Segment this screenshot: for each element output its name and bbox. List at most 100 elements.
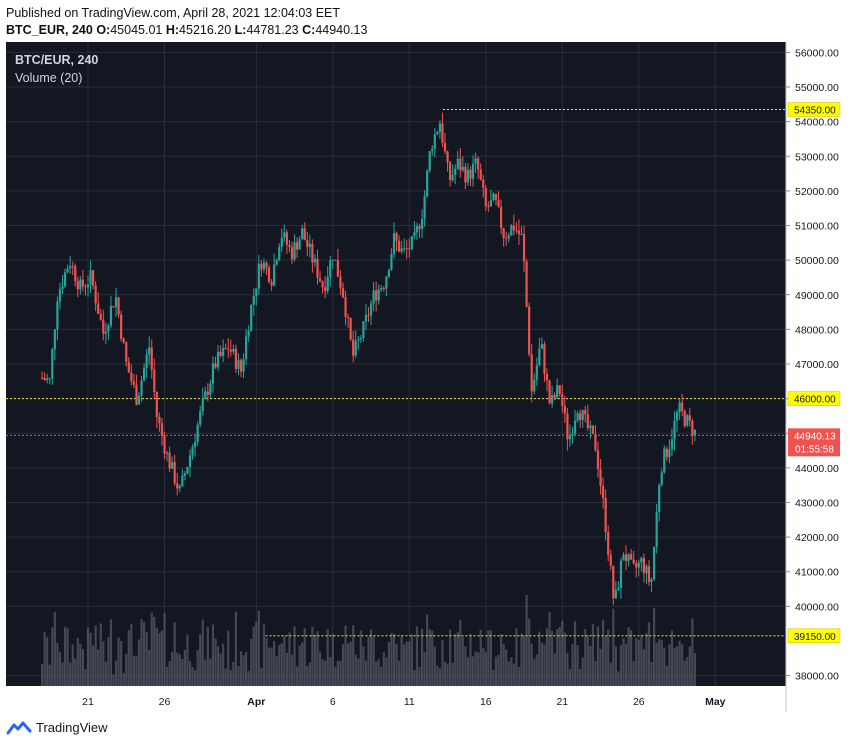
volume-bar xyxy=(347,643,350,686)
candle-body xyxy=(46,378,49,381)
volume-bar xyxy=(298,645,301,686)
candle-body xyxy=(563,405,566,414)
volume-bar xyxy=(645,633,648,686)
price-tick-label: 56000.00 xyxy=(795,47,839,59)
volume-bar xyxy=(630,630,633,686)
volume-bar xyxy=(74,658,77,686)
volume-bar xyxy=(219,653,222,686)
candle-body xyxy=(222,347,225,356)
volume-bar xyxy=(140,619,143,686)
close-label: C: xyxy=(302,23,316,37)
volume-bar xyxy=(609,662,612,686)
volume-bar xyxy=(436,665,439,686)
price-chart[interactable]: 56000.00 55000.00 54000.00 53000.00 52000.00… xyxy=(6,42,842,712)
candle-body xyxy=(114,297,118,308)
candle-body xyxy=(56,301,59,330)
volume-bar xyxy=(349,641,352,686)
candle-body xyxy=(224,347,227,349)
candle-body xyxy=(683,410,686,426)
candle-body xyxy=(533,379,536,392)
volume-bar xyxy=(474,651,477,686)
volume-bar xyxy=(41,664,44,686)
volume-bar xyxy=(688,646,691,686)
volume-bar xyxy=(186,634,189,686)
candle-body xyxy=(433,134,436,149)
chart-legend-title: BTC/EUR, 240 xyxy=(15,53,99,67)
candle-body xyxy=(494,193,498,200)
symbol-label: BTC_EUR, 240 xyxy=(6,23,93,37)
candle-body xyxy=(117,297,120,315)
candle-body xyxy=(352,339,355,356)
price-tick-label: 50000.00 xyxy=(795,255,839,267)
volume-bar xyxy=(668,644,671,686)
volume-bar xyxy=(168,661,171,686)
volume-bar xyxy=(594,660,597,686)
volume-bar xyxy=(665,665,668,686)
candle-body xyxy=(186,467,189,474)
candle-body xyxy=(385,276,388,289)
volume-bar xyxy=(130,623,133,686)
volume-bar xyxy=(461,636,464,686)
volume-bar xyxy=(104,661,107,686)
volume-bar xyxy=(318,651,322,686)
volume-bar xyxy=(614,646,617,686)
chart-legend-volume: Volume (20) xyxy=(15,71,83,85)
volume-bar xyxy=(673,647,676,686)
candle-body xyxy=(530,354,533,392)
candle-body xyxy=(71,266,74,268)
volume-bar xyxy=(107,637,110,686)
candle-body xyxy=(405,248,408,250)
candle-body xyxy=(653,546,656,580)
published-line: Published on TradingView.com, April 28, … xyxy=(6,6,341,20)
candle-body xyxy=(173,462,176,484)
candle-body xyxy=(688,415,691,421)
candle-body xyxy=(178,486,181,489)
volume-bar xyxy=(275,656,278,686)
price-tick-label: 51000.00 xyxy=(795,221,839,233)
time-axis[interactable]: 21 26 Apr 6 11 16 21 26 May xyxy=(82,696,726,708)
candle-body xyxy=(390,253,393,271)
candle-body xyxy=(288,244,291,248)
candle-body xyxy=(609,555,612,566)
candle-body xyxy=(449,162,452,181)
volume-bar xyxy=(642,649,645,686)
candle-body xyxy=(573,420,577,434)
volume-bar xyxy=(691,618,694,686)
volume-bar xyxy=(663,647,666,686)
volume-bar xyxy=(693,652,696,686)
time-tick-label: 21 xyxy=(82,696,94,708)
volume-bar xyxy=(214,638,217,686)
candle-body xyxy=(188,455,192,468)
volume-bar xyxy=(607,629,610,686)
candlesticks xyxy=(41,112,696,605)
volume-bar xyxy=(431,630,434,686)
candle-body xyxy=(517,230,521,235)
volume-bar xyxy=(222,643,225,686)
candle-body xyxy=(107,325,110,332)
candle-body xyxy=(451,175,454,181)
candle-body xyxy=(594,433,597,451)
volume-bar xyxy=(127,630,130,686)
volume-bar xyxy=(341,644,345,686)
candle-body xyxy=(158,417,161,424)
candle-body xyxy=(232,348,235,352)
candle-body xyxy=(290,247,294,260)
volume-bar xyxy=(477,652,480,686)
volume-bar xyxy=(426,614,429,686)
candle-body xyxy=(655,511,658,547)
ohlc-line: BTC_EUR, 240 O:45045.01 H:45216.20 L:447… xyxy=(6,23,367,37)
candle-body xyxy=(443,142,447,152)
tradingview-logo[interactable]: TradingView xyxy=(6,720,108,735)
volume-bar xyxy=(206,626,209,686)
volume-bar xyxy=(112,674,115,686)
candle-body xyxy=(477,158,480,170)
volume-bar xyxy=(239,651,243,686)
candle-body xyxy=(145,354,148,368)
volume-bar xyxy=(278,644,281,686)
candle-body xyxy=(245,336,248,360)
candle-body xyxy=(183,473,186,476)
candle-body xyxy=(165,452,169,454)
volume-bar xyxy=(589,645,592,686)
candle-body xyxy=(316,258,319,278)
volume-bar xyxy=(573,621,577,686)
